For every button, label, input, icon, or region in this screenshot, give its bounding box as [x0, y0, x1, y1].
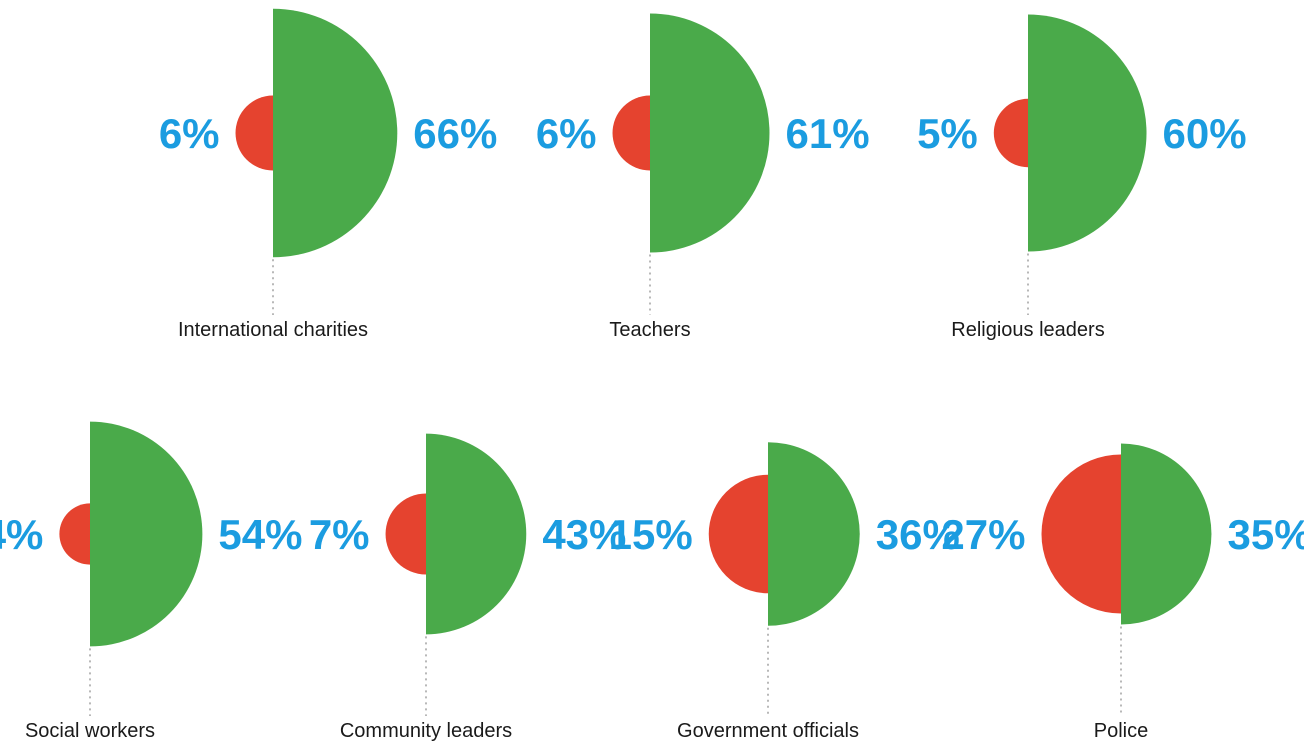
negative-percent-label: 6% — [159, 110, 220, 157]
negative-semicircle-teachers — [612, 95, 650, 171]
negative-percent-label: 4% — [0, 511, 43, 558]
positive-semicircle-community-leaders — [426, 433, 527, 635]
positive-percent-label: 61% — [785, 110, 869, 157]
positive-percent-label: 35% — [1228, 511, 1304, 558]
category-label: Police — [1094, 720, 1148, 742]
positive-percent-label: 36% — [876, 511, 960, 558]
positive-percent-label: 54% — [218, 511, 302, 558]
positive-percent-label: 43% — [542, 511, 626, 558]
positive-semicircle-international-charities — [273, 8, 398, 258]
category-label: Government officials — [677, 720, 859, 742]
negative-percent-label: 7% — [309, 511, 370, 558]
negative-semicircle-community-leaders — [385, 493, 426, 575]
category-label: Social workers — [25, 720, 155, 742]
negative-semicircle-social-workers — [59, 503, 90, 565]
positive-percent-label: 60% — [1163, 110, 1247, 157]
negative-semicircle-police — [1041, 454, 1121, 614]
category-label: International charities — [178, 319, 368, 341]
negative-percent-label: 5% — [917, 110, 978, 157]
positive-semicircle-religious-leaders — [1028, 14, 1147, 252]
positive-percent-label: 66% — [413, 110, 497, 157]
negative-semicircle-international-charities — [235, 95, 273, 171]
positive-semicircle-police — [1121, 443, 1212, 625]
positive-semicircle-social-workers — [90, 421, 203, 647]
negative-semicircle-religious-leaders — [993, 98, 1028, 168]
negative-semicircle-government-officials — [708, 474, 768, 594]
positive-semicircle-government-officials — [768, 442, 860, 626]
category-label: Teachers — [609, 319, 690, 341]
negative-percent-label: 6% — [536, 110, 597, 157]
negative-percent-label: 27% — [941, 511, 1025, 558]
category-label: Religious leaders — [951, 319, 1104, 341]
positive-semicircle-teachers — [650, 13, 770, 253]
category-label: Community leaders — [340, 720, 512, 742]
negative-percent-label: 15% — [609, 511, 693, 558]
